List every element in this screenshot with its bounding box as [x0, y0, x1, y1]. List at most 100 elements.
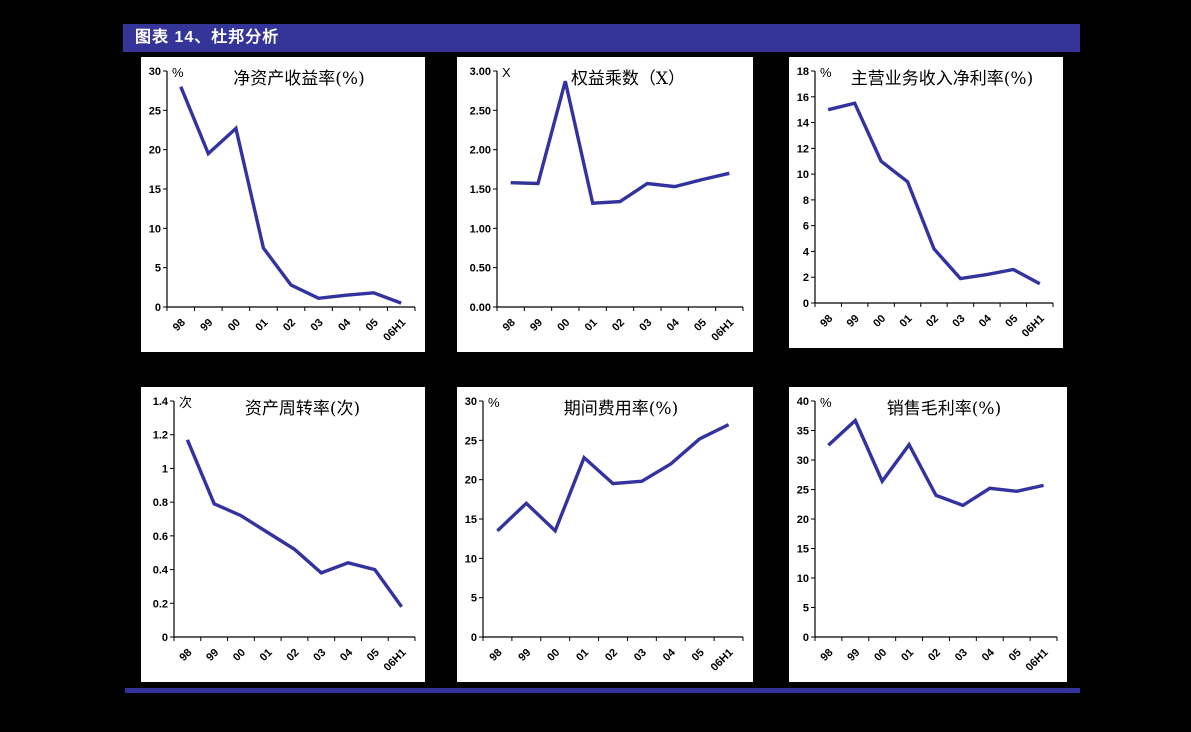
x-tick-label: 06H1 — [381, 317, 408, 344]
y-tick-label: 6 — [803, 221, 809, 233]
y-tick-label: 1.50 — [470, 184, 491, 196]
x-tick-label: 05 — [692, 317, 709, 334]
chart-panel-net-margin: 0 2 4 6 8 10 12 14 16 18 98 99 00 01 02 03 04 05 06H1% 主营业务… — [789, 57, 1063, 348]
y-tick-label: 25 — [149, 105, 161, 117]
x-tick-label: 06H1 — [1020, 313, 1047, 340]
x-tick-label: 05 — [1003, 313, 1020, 330]
y-tick-label: 15 — [149, 184, 161, 196]
data-series-line — [827, 101, 1041, 286]
axes — [173, 401, 415, 638]
x-tick-label: 98 — [501, 317, 518, 334]
y-tick-label: 30 — [465, 396, 477, 408]
x-tick-label: 98 — [487, 647, 504, 664]
x-tick-label: 99 — [516, 647, 533, 664]
x-tick-label: 02 — [281, 317, 298, 334]
chart-title: 资产周转率(次) — [245, 399, 360, 419]
x-tick-label: 00 — [871, 313, 888, 330]
y-tick-label: 0 — [803, 632, 809, 644]
asset-turnover-chart: 0 0.2 0.4 0.6 0.8 1 1.2 1.4 98 99 00 01 02 03 04 05 06H1… — [153, 395, 416, 674]
x-tick-label: 04 — [980, 646, 998, 664]
x-tick-label: 00 — [231, 647, 248, 664]
y-tick-label: 20 — [149, 145, 161, 157]
y-tick-label: 3.00 — [470, 66, 491, 78]
y-tick-label: 2 — [803, 272, 809, 284]
x-tick-label: 03 — [950, 313, 967, 330]
x-tick-label: 01 — [899, 647, 916, 664]
x-tick-label: 05 — [1007, 647, 1024, 664]
y-tick-label: 10 — [797, 169, 809, 181]
x-tick-label: 02 — [284, 647, 301, 664]
x-tick-label: 06H1 — [709, 647, 736, 674]
x-tick-label: 03 — [637, 317, 654, 334]
x-tick-label: 02 — [924, 313, 941, 330]
y-tick-label: 25 — [465, 435, 477, 447]
y-tick-label: 0 — [471, 632, 477, 644]
x-tick-label: 00 — [872, 647, 889, 664]
y-tick-label: 5 — [471, 593, 477, 605]
y-tick-label: 14 — [797, 118, 810, 130]
figure-title-banner: 图表 14、杜邦分析 — [123, 24, 1080, 52]
x-tick-label: 04 — [977, 312, 995, 330]
x-tick-label: 02 — [610, 317, 627, 334]
y-tick-label: 0 — [162, 632, 168, 644]
chart-panel-asset-turnover: 0 0.2 0.4 0.6 0.8 1 1.2 1.4 98 99 00 01 02 03 04 05 06H1… — [141, 387, 425, 682]
y-tick-label: 35 — [797, 426, 809, 438]
x-tick-label: 02 — [603, 647, 620, 664]
chart-title: 权益乘数（X） — [571, 69, 685, 89]
chart-title: 净资产收益率(%) — [233, 69, 364, 89]
chart-title: 期间费用率(%) — [564, 399, 678, 419]
x-tick-label: 06H1 — [1024, 647, 1051, 674]
x-tick-label: 03 — [632, 647, 649, 664]
x-tick-label: 01 — [253, 317, 270, 334]
y-tick-label: 8 — [803, 195, 809, 207]
x-tick-label: 01 — [898, 313, 915, 330]
data-series-line — [185, 439, 403, 608]
x-tick-label: 99 — [204, 647, 221, 664]
axis-unit-label: % — [488, 395, 500, 410]
y-tick-label: 20 — [465, 475, 477, 487]
y-tick-label: 15 — [797, 544, 809, 556]
axis-unit-label: % — [820, 65, 832, 80]
x-tick-label: 03 — [311, 647, 328, 664]
x-tick-label: 99 — [845, 647, 862, 664]
axis-unit-label: % — [820, 395, 832, 410]
x-tick-label: 00 — [226, 317, 243, 334]
x-tick-label: 02 — [926, 647, 943, 664]
x-tick-label: 00 — [545, 647, 562, 664]
y-tick-label: 2.00 — [470, 145, 491, 157]
axis-unit-label: % — [172, 65, 184, 80]
y-tick-label: 0.8 — [153, 497, 168, 509]
y-tick-label: 2.50 — [470, 105, 491, 117]
y-tick-label: 0.00 — [470, 302, 491, 314]
y-tick-label: 30 — [149, 66, 161, 78]
data-series-line — [510, 80, 730, 205]
y-tick-label: 10 — [149, 223, 161, 235]
y-tick-label: 0.4 — [153, 565, 169, 577]
y-tick-label: 0 — [803, 298, 809, 310]
data-series-line — [179, 86, 402, 305]
data-series-line — [496, 423, 730, 534]
axes — [814, 401, 1057, 638]
x-tick-label: 99 — [198, 317, 215, 334]
chart-panel-equity-multiplier: 0.00 0.50 1.00 1.50 2.00 2.50 3.00 98 99 00 01 02 03… — [457, 57, 753, 352]
x-tick-label: 05 — [364, 317, 381, 334]
equity-multiplier-chart: 0.00 0.50 1.00 1.50 2.00 2.50 3.00 98 99 00 01 02 03… — [470, 65, 744, 344]
chart-panel-expense-ratio: 0 5 10 15 20 25 30 98 99 00 01 02 03 04 05 06H1% 期间费用率(%… — [457, 387, 753, 682]
y-tick-label: 0.6 — [153, 531, 168, 543]
x-tick-label: 01 — [574, 647, 591, 664]
x-tick-label: 99 — [845, 313, 862, 330]
data-series-line — [827, 417, 1044, 508]
axis-unit-label: 次 — [179, 395, 192, 410]
x-tick-label: 03 — [309, 317, 326, 334]
chart-panel-gross-margin: 0 5 10 15 20 25 30 35 40 98 99 00 01 02 03 04 05 06H1% 销售毛… — [789, 387, 1067, 682]
x-tick-label: 98 — [171, 317, 188, 334]
y-tick-label: 1.4 — [153, 396, 169, 408]
x-tick-label: 06H1 — [382, 647, 409, 674]
y-tick-label: 5 — [155, 263, 161, 275]
y-tick-label: 0.50 — [470, 263, 491, 275]
x-tick-label: 04 — [336, 316, 354, 334]
x-tick-label: 06H1 — [709, 317, 736, 344]
y-tick-label: 10 — [465, 553, 477, 565]
